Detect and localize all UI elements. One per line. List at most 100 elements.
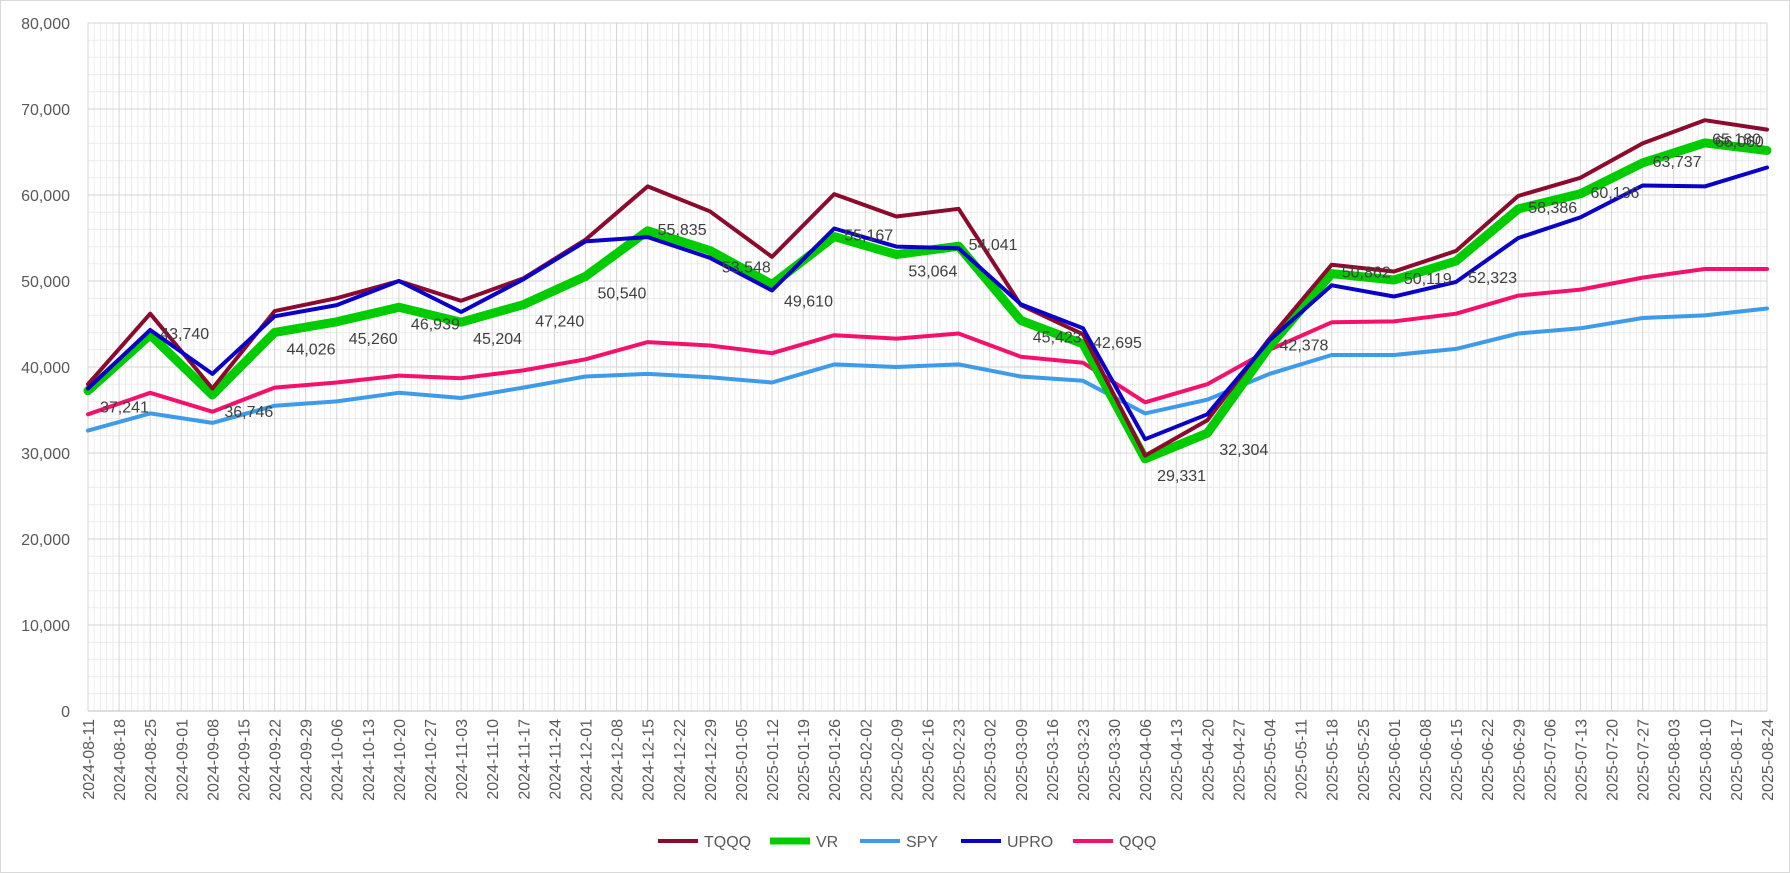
x-tick-label: 2025-04-27	[1231, 719, 1248, 801]
data-label-vr: 49,610	[784, 293, 833, 310]
x-tick-label: 2024-11-17	[516, 719, 533, 800]
x-tick-label: 2025-03-02	[983, 719, 1000, 801]
x-tick-label: 2025-02-23	[952, 719, 969, 801]
x-tick-label: 2025-02-09	[889, 719, 906, 801]
data-label-vr: 52,323	[1468, 270, 1517, 287]
y-tick-label: 60,000	[21, 188, 70, 205]
x-tick-label: 2024-09-15	[236, 719, 253, 801]
x-tick-label: 2025-06-08	[1418, 719, 1435, 801]
data-label-vr: 55,835	[658, 222, 707, 239]
x-tick-label: 2024-12-01	[578, 719, 595, 801]
legend-label-spy: SPY	[906, 834, 938, 851]
y-tick-label: 80,000	[21, 16, 70, 33]
x-tick-label: 2025-07-20	[1605, 719, 1622, 801]
y-tick-label: 50,000	[21, 274, 70, 291]
data-label-vr: 66,060	[1715, 134, 1764, 151]
x-tick-label: 2025-08-17	[1729, 719, 1746, 801]
x-tick-label: 2024-10-27	[423, 719, 440, 801]
x-tick-label: 2025-02-02	[858, 719, 875, 801]
x-tick-label: 2025-05-11	[1294, 719, 1311, 800]
data-labels: 37,241 43,740 36,746 44,026 45,260 46,939 45,2…	[100, 131, 1764, 484]
series-line-tqqq	[86, 118, 1769, 458]
x-tick-label: 2025-01-05	[734, 719, 751, 801]
data-label-vr: 53,548	[722, 259, 771, 276]
data-label-vr: 43,740	[160, 326, 209, 343]
y-tick-label: 0	[61, 704, 70, 721]
x-tick-label: 2024-09-22	[268, 719, 285, 801]
x-tick-label: 2025-01-12	[765, 719, 782, 801]
data-label-vr: 29,331	[1157, 468, 1206, 485]
data-label-vr: 45,260	[349, 331, 398, 348]
x-tick-label: 2024-10-06	[330, 719, 347, 801]
data-label-vr: 53,064	[908, 264, 957, 281]
legend-label-qqq: QQQ	[1119, 834, 1156, 851]
series-line-upro	[86, 165, 1769, 442]
y-tick-label: 20,000	[21, 532, 70, 549]
data-label-vr: 45,423	[1033, 329, 1082, 346]
x-tick-label: 2024-10-20	[392, 719, 409, 801]
x-tick-label: 2025-05-18	[1325, 719, 1342, 801]
x-tick-label: 2025-06-22	[1480, 719, 1497, 801]
x-tick-label: 2025-07-13	[1573, 719, 1590, 801]
axes: 0 10,000 20,000 30,000 40,000 50,000 60,000 70,…	[21, 16, 1777, 801]
x-tick-label: 2024-11-10	[485, 719, 502, 800]
series-lines	[83, 118, 1772, 464]
x-tick-label: 2025-01-26	[827, 719, 844, 801]
y-tick-label: 70,000	[21, 102, 70, 119]
x-tick-label: 2024-09-01	[174, 719, 191, 801]
x-tick-label: 2025-02-16	[921, 719, 938, 801]
data-label-vr: 42,695	[1093, 335, 1142, 352]
y-tick-label: 30,000	[21, 446, 70, 463]
data-label-vr: 60,136	[1590, 185, 1639, 202]
data-label-vr: 65,180	[1712, 131, 1761, 148]
legend: TQQQ VR SPY UPRO QQQ	[658, 834, 1156, 851]
series-line-qqq	[86, 267, 1769, 417]
x-tick-label: 2025-04-06	[1138, 719, 1155, 801]
x-tick-label: 2025-08-03	[1667, 719, 1684, 801]
x-tick-label: 2024-12-22	[672, 719, 689, 801]
x-tick-label: 2025-03-16	[1045, 719, 1062, 801]
x-tick-label: 2024-08-18	[112, 719, 129, 801]
x-tick-label: 2025-08-10	[1698, 719, 1715, 801]
y-tick-label: 40,000	[21, 360, 70, 377]
data-label-vr: 37,241	[100, 400, 149, 417]
x-tick-label: 2024-12-08	[610, 719, 627, 801]
data-label-vr: 55,167	[844, 228, 893, 245]
data-label-vr: 50,540	[597, 285, 646, 302]
data-label-vr: 50,862	[1342, 265, 1391, 282]
legend-label-tqqq: TQQQ	[704, 834, 751, 851]
x-tick-label: 2025-06-15	[1449, 719, 1466, 801]
x-tick-label: 2024-11-24	[547, 719, 564, 800]
x-tick-label: 2025-04-20	[1200, 719, 1217, 801]
data-label-vr: 46,939	[411, 316, 460, 333]
series-line-vr	[83, 138, 1772, 464]
data-label-vr: 50,119	[1404, 271, 1452, 288]
data-label-vr: 32,304	[1219, 442, 1268, 459]
legend-label-upro: UPRO	[1007, 834, 1053, 851]
data-label-vr: 47,240	[535, 314, 584, 331]
x-tick-label: 2025-03-30	[1107, 719, 1124, 801]
data-label-vr: 44,026	[287, 341, 336, 358]
x-tick-label: 2025-01-19	[796, 719, 813, 801]
data-label-vr: 42,378	[1280, 338, 1329, 355]
x-tick-label: 2024-08-11	[81, 719, 98, 800]
data-label-vr: 45,204	[473, 331, 522, 348]
data-label-vr: 63,737	[1653, 154, 1702, 171]
x-tick-label: 2024-12-15	[641, 719, 658, 801]
x-tick-label: 2024-08-25	[143, 719, 160, 801]
x-tick-label: 2025-06-01	[1387, 719, 1404, 801]
x-tick-label: 2025-07-06	[1542, 719, 1559, 801]
x-tick-label: 2024-09-08	[205, 719, 222, 801]
series-line-spy	[86, 306, 1769, 433]
x-tick-label: 2025-03-09	[1014, 719, 1031, 801]
x-tick-label: 2025-08-24	[1760, 719, 1777, 801]
data-label-vr: 36,746	[224, 404, 273, 421]
x-tick-label: 2025-06-29	[1511, 719, 1528, 801]
data-label-vr: 58,386	[1528, 200, 1577, 217]
y-tick-label: 10,000	[21, 618, 70, 635]
x-tick-label: 2025-04-13	[1169, 719, 1186, 801]
x-tick-label: 2024-12-29	[703, 719, 720, 801]
x-tick-label: 2024-11-03	[454, 719, 471, 800]
